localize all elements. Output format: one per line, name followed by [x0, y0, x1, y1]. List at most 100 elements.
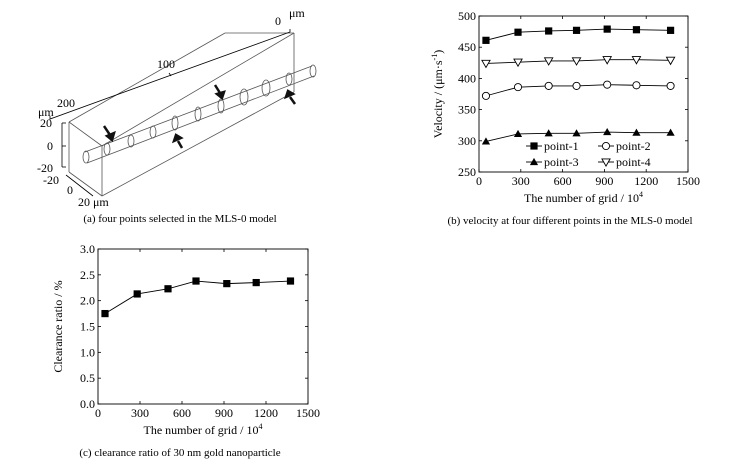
chart-c-clearance-ratio: 0 300 600 900 1200 1500 0.0 0.5 1.0 1.5 2.0 2.5 3.0 T… — [51, 242, 320, 459]
legend-marker — [529, 157, 539, 166]
label-depth-neg: -20 — [43, 173, 59, 187]
data-point-point-1 — [666, 26, 675, 34]
x-tick-label: 1200 — [254, 406, 278, 420]
label-v-neg: -20 — [37, 161, 53, 175]
tube-ring — [261, 79, 271, 97]
y-tick-label: 300 — [458, 134, 476, 148]
data-point-clearance-ratio — [252, 278, 260, 287]
label-length-end: 200 — [57, 96, 75, 110]
arrow-head-icon — [214, 90, 226, 101]
data-point-clearance-ratio — [164, 285, 172, 293]
legend-label: point-1 — [544, 139, 579, 153]
tube-ring — [149, 125, 157, 139]
y-tick-label: 2.0 — [80, 294, 95, 308]
data-point-point-1 — [603, 25, 611, 33]
data-point-point-3 — [572, 129, 581, 137]
data-point-point-2 — [544, 81, 553, 90]
ruler-tick — [168, 72, 172, 77]
legend-label: point-3 — [544, 155, 579, 169]
arrow-icon — [288, 96, 297, 105]
label-top-unit: μm — [289, 6, 305, 20]
label-depth-pos: 20 μm — [78, 195, 109, 209]
data-point-point-1 — [514, 28, 522, 36]
label-v-zero: 0 — [47, 139, 53, 153]
x-tick-label: 0 — [95, 406, 101, 420]
data-point-point-3 — [666, 128, 675, 136]
data-point-point-2 — [632, 81, 641, 90]
point-arrows — [102, 84, 297, 149]
tube-ring — [217, 98, 225, 114]
x-tick-label: 1500 — [296, 406, 320, 420]
data-point-point-3 — [632, 128, 641, 136]
arrow-head-icon — [283, 89, 296, 100]
x-axis-label: The number of grid / 104 — [524, 190, 643, 205]
x-tick-label: 600 — [554, 174, 572, 188]
data-point-point-4 — [543, 57, 554, 66]
data-point-point-4 — [481, 59, 491, 69]
tube-wall — [86, 75, 315, 164]
x-tick-label: 0 — [476, 174, 482, 188]
data-point-point-2 — [666, 81, 675, 90]
legend-label: point-4 — [616, 155, 651, 169]
tube-end — [82, 150, 90, 164]
legend: point-1 point-2 point-3 point-4 — [526, 139, 651, 169]
x-tick-label: 1200 — [634, 174, 658, 188]
data-point-point-2 — [572, 81, 581, 90]
arrow-icon — [102, 125, 112, 136]
data-point-clearance-ratio — [133, 290, 141, 298]
tube-ring — [127, 134, 135, 148]
y-tick-label: 0.0 — [80, 397, 95, 411]
tube-wall — [84, 65, 313, 153]
y-axis-label-end: ) — [431, 50, 445, 54]
y-tick-label: 1.0 — [80, 345, 95, 359]
legend-item: point-3 — [526, 155, 579, 169]
x-tick-label: 1500 — [676, 174, 700, 188]
x-tick-label: 300 — [131, 406, 149, 420]
plot-frame — [97, 248, 309, 405]
y-tick-label: 400 — [458, 71, 476, 85]
legend-item: point-4 — [598, 155, 651, 169]
tube-ring — [239, 88, 249, 106]
tube-ring — [285, 72, 293, 86]
y-tick-label: 2.5 — [80, 268, 95, 282]
data-point-point-1 — [482, 36, 490, 44]
data-point-point-2 — [481, 91, 491, 100]
axis-annotations — [49, 29, 291, 197]
label-depth-zero: 0 — [67, 183, 73, 197]
caption: (b) velocity at four different points in… — [447, 215, 692, 227]
y-axis-label: Velocity / (μm·s-1) — [430, 50, 445, 138]
legend-marker — [601, 158, 611, 168]
y-axis-label: Clearance ratio / % — [51, 280, 65, 372]
y-tick-label: 1.5 — [80, 320, 95, 334]
box-edge — [68, 32, 226, 123]
data-point-point-1 — [632, 26, 641, 34]
depth-ruler — [65, 174, 94, 197]
data-point-point-2 — [603, 80, 612, 89]
caption: (c) clearance ratio of 30 nm gold nanopa… — [79, 447, 280, 459]
data-point-clearance-ratio — [101, 309, 109, 318]
data-point-point-3 — [544, 129, 553, 137]
data-point-point-4 — [513, 58, 523, 68]
x-tick-label: 600 — [173, 406, 191, 420]
data-point-point-4 — [631, 56, 642, 65]
tube-ring — [171, 115, 179, 131]
legend-marker — [601, 141, 611, 151]
panel-a-model-diagram — [68, 32, 317, 197]
legend-label: point-2 — [616, 139, 651, 153]
data-point-point-4 — [571, 57, 582, 66]
data-point-point-3 — [603, 127, 612, 136]
panel-a-labels: 0 μm 100 200 μm 20 0 -20 -20 0 20 μm (a)… — [37, 6, 305, 225]
plot-frame — [478, 15, 689, 173]
data-point-clearance-ratio — [286, 277, 295, 285]
data-point-point-4 — [665, 56, 676, 66]
y-tick-label: 450 — [458, 40, 476, 54]
label-top-zero: 0 — [275, 14, 281, 28]
arrow-head-icon — [104, 130, 116, 143]
tube-ring — [103, 142, 111, 156]
data-point-clearance-ratio — [192, 277, 200, 285]
legend-item: point-1 — [526, 139, 579, 153]
y-tick-label: 350 — [458, 103, 476, 117]
y-tick-label: 250 — [458, 165, 476, 179]
data-point-point-3 — [513, 129, 523, 138]
length-ruler — [49, 29, 291, 120]
